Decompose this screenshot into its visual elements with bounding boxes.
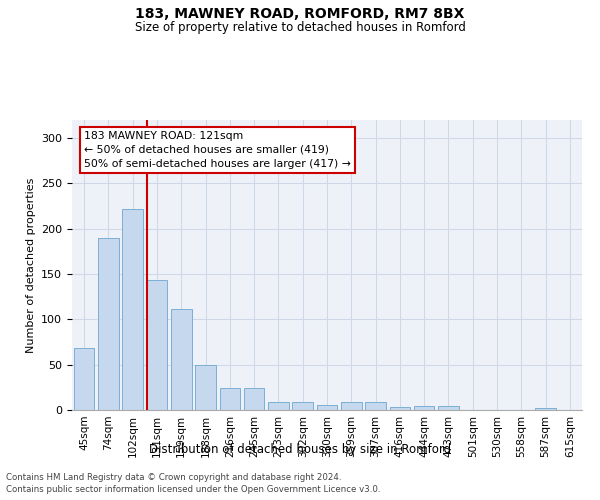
Text: Size of property relative to detached houses in Romford: Size of property relative to detached ho…	[134, 21, 466, 34]
Y-axis label: Number of detached properties: Number of detached properties	[26, 178, 35, 352]
Text: Contains HM Land Registry data © Crown copyright and database right 2024.: Contains HM Land Registry data © Crown c…	[6, 472, 341, 482]
Bar	[317, 406, 337, 410]
Bar	[220, 388, 240, 410]
Bar	[535, 408, 556, 410]
Text: 183, MAWNEY ROAD, ROMFORD, RM7 8BX: 183, MAWNEY ROAD, ROMFORD, RM7 8BX	[136, 8, 464, 22]
Bar	[171, 310, 191, 410]
Text: Distribution of detached houses by size in Romford: Distribution of detached houses by size …	[149, 442, 451, 456]
Bar	[438, 406, 459, 410]
Bar	[414, 406, 434, 410]
Bar	[341, 402, 362, 410]
Bar	[389, 408, 410, 410]
Bar	[244, 388, 265, 410]
Bar	[122, 209, 143, 410]
Bar	[195, 364, 216, 410]
Bar	[292, 402, 313, 410]
Bar	[365, 402, 386, 410]
Text: Contains public sector information licensed under the Open Government Licence v3: Contains public sector information licen…	[6, 485, 380, 494]
Bar	[146, 280, 167, 410]
Bar	[74, 348, 94, 410]
Bar	[268, 402, 289, 410]
Bar	[98, 238, 119, 410]
Text: 183 MAWNEY ROAD: 121sqm
← 50% of detached houses are smaller (419)
50% of semi-d: 183 MAWNEY ROAD: 121sqm ← 50% of detache…	[84, 131, 351, 169]
